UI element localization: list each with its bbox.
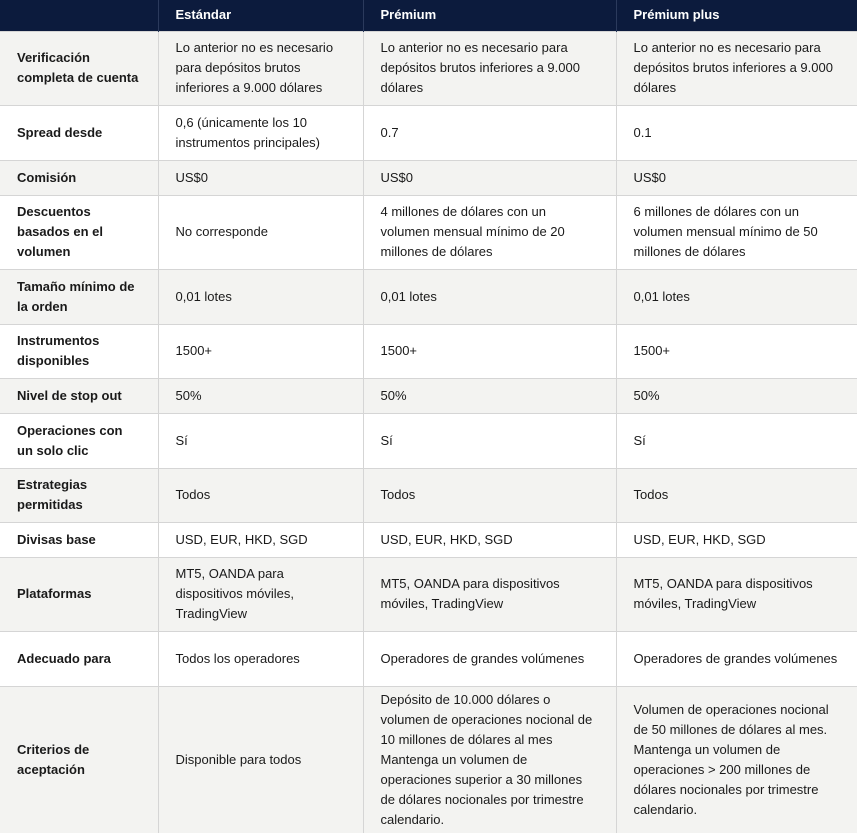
cell-premium-plus: Todos — [615, 467, 857, 522]
cell-premium: 1500+ — [362, 323, 616, 378]
cell-premium: 50% — [362, 377, 616, 413]
cell-premium: 0,01 lotes — [362, 268, 616, 324]
row-label: Operaciones con un solo clic — [0, 412, 158, 468]
cell-premium-plus: 0.1 — [615, 104, 857, 160]
header-empty — [0, 0, 158, 31]
cell-estandar: 0,01 lotes — [157, 268, 363, 324]
table-row: Tamaño mínimo de la orden 0,01 lotes 0,0… — [0, 268, 857, 324]
table-row: Adecuado para Todos los operadores Opera… — [0, 630, 857, 686]
table-row: Verificación completa de cuenta Lo anter… — [0, 30, 857, 105]
header-estandar: Estándar — [157, 0, 363, 31]
cell-premium: Depósito de 10.000 dólares o volumen de … — [362, 685, 616, 833]
cell-estandar: 50% — [157, 377, 363, 413]
cell-premium-plus: 1500+ — [615, 323, 857, 378]
row-label: Divisas base — [0, 521, 158, 557]
row-label: Criterios de aceptación — [0, 685, 158, 833]
cell-premium: Lo anterior no es necesario para depósit… — [362, 30, 616, 105]
row-label: Nivel de stop out — [0, 377, 158, 413]
cell-estandar: Sí — [157, 412, 363, 468]
cell-premium-plus: 50% — [615, 377, 857, 413]
table-row: Nivel de stop out 50% 50% 50% — [0, 377, 857, 413]
row-label: Verificación completa de cuenta — [0, 30, 158, 105]
cell-estandar: No corresponde — [157, 194, 363, 269]
row-label: Plataformas — [0, 556, 158, 631]
cell-premium-plus: Operadores de grandes volúmenes — [615, 630, 857, 686]
table-row: Divisas base USD, EUR, HKD, SGD USD, EUR… — [0, 521, 857, 557]
cell-premium: Operadores de grandes volúmenes — [362, 630, 616, 686]
cell-premium-plus: Lo anterior no es necesario para depósit… — [615, 30, 857, 105]
header-premium: Prémium — [362, 0, 616, 31]
cell-premium-plus: 6 millones de dólares con un volumen men… — [615, 194, 857, 269]
cell-estandar: Todos los operadores — [157, 630, 363, 686]
cell-estandar: Lo anterior no es necesario para depósit… — [157, 30, 363, 105]
cell-premium-plus: Sí — [615, 412, 857, 468]
cell-premium-plus: 0,01 lotes — [615, 268, 857, 324]
row-label: Spread desde — [0, 104, 158, 160]
row-label: Descuentos basados en el volumen — [0, 194, 158, 269]
header-premium-plus: Prémium plus — [615, 0, 857, 31]
cell-premium: Todos — [362, 467, 616, 522]
cell-estandar: Disponible para todos — [157, 685, 363, 833]
row-label: Estrategias permitidas — [0, 467, 158, 522]
cell-premium-plus: Volumen de operaciones nocional de 50 mi… — [615, 685, 857, 833]
cell-estandar: 1500+ — [157, 323, 363, 378]
cell-estandar: 0,6 (únicamente los 10 instrumentos prin… — [157, 104, 363, 160]
cell-estandar: Todos — [157, 467, 363, 522]
cell-premium: 0.7 — [362, 104, 616, 160]
table-header-row: Estándar Prémium Prémium plus — [0, 0, 857, 31]
table-row: Operaciones con un solo clic Sí Sí Sí — [0, 412, 857, 468]
cell-premium: US$0 — [362, 159, 616, 195]
cell-estandar: US$0 — [157, 159, 363, 195]
table-row: Plataformas MT5, OANDA para dispositivos… — [0, 556, 857, 631]
cell-estandar: MT5, OANDA para dispositivos móviles, Tr… — [157, 556, 363, 631]
row-label: Tamaño mínimo de la orden — [0, 268, 158, 324]
cell-premium: 4 millones de dólares con un volumen men… — [362, 194, 616, 269]
table-row: Criterios de aceptación Disponible para … — [0, 685, 857, 833]
cell-premium: Sí — [362, 412, 616, 468]
table-row: Instrumentos disponibles 1500+ 1500+ 150… — [0, 323, 857, 378]
cell-premium: USD, EUR, HKD, SGD — [362, 521, 616, 557]
table-row: Comisión US$0 US$0 US$0 — [0, 159, 857, 195]
row-label: Adecuado para — [0, 630, 158, 686]
cell-premium-plus: MT5, OANDA para dispositivos móviles, Tr… — [615, 556, 857, 631]
cell-premium-plus: US$0 — [615, 159, 857, 195]
cell-premium-plus: USD, EUR, HKD, SGD — [615, 521, 857, 557]
table-row: Spread desde 0,6 (únicamente los 10 inst… — [0, 104, 857, 160]
table-row: Estrategias permitidas Todos Todos Todos — [0, 467, 857, 522]
row-label: Instrumentos disponibles — [0, 323, 158, 378]
cell-premium: MT5, OANDA para dispositivos móviles, Tr… — [362, 556, 616, 631]
cell-estandar: USD, EUR, HKD, SGD — [157, 521, 363, 557]
row-label: Comisión — [0, 159, 158, 195]
table-row: Descuentos basados en el volumen No corr… — [0, 194, 857, 269]
